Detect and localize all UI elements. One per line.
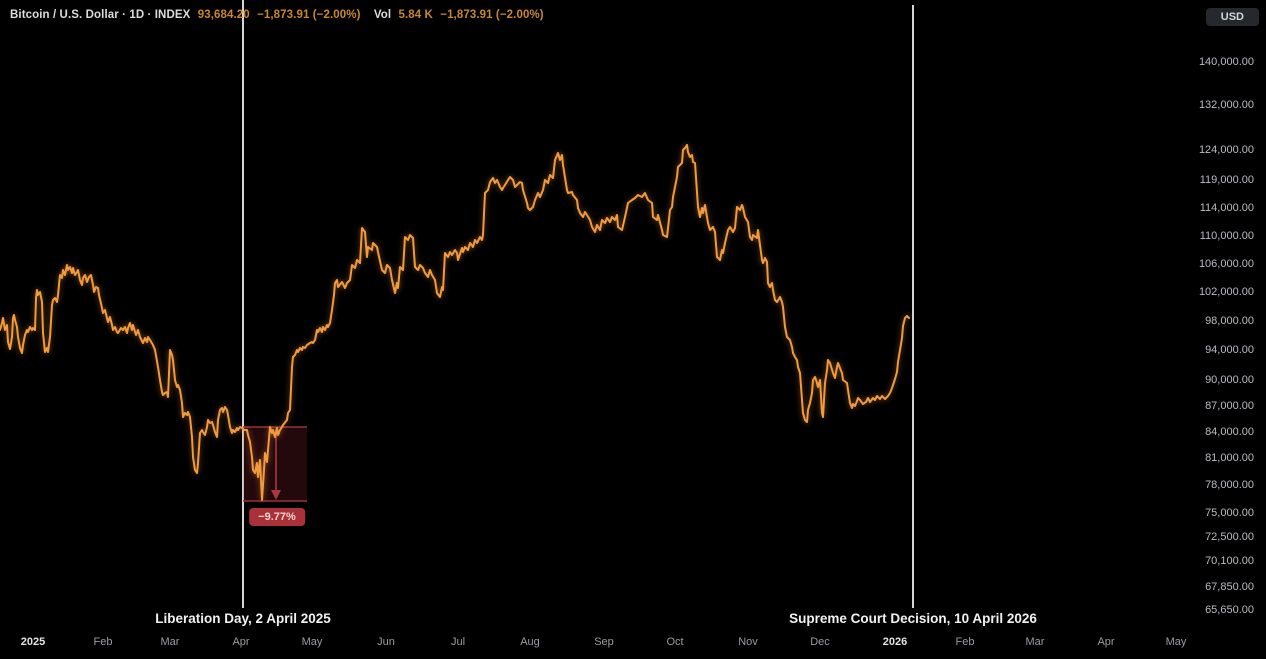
price-tick: 72,500.00 [1205,531,1254,543]
price-range-box[interactable] [243,427,307,501]
price-tick: 78,000.00 [1205,479,1254,491]
price-change: −1,873.91 (−2.00%) [257,9,361,21]
time-tick: May [1165,636,1187,648]
price-tick: 106,000.00 [1198,258,1254,270]
time-tick: Mar [160,636,180,648]
time-tick: Mar [1025,636,1045,648]
time-tick: Sep [594,636,614,648]
volume-label: Vol [373,9,392,21]
btc-price-line [0,144,910,501]
time-tick: Apr [232,636,250,648]
price-tick: 87,000.00 [1205,400,1254,412]
price-tick: 102,000.00 [1198,286,1254,298]
time-tick: Oct [666,636,684,648]
price-tick: 90,000.00 [1205,374,1254,386]
volume-value: 5.84 K [398,9,433,21]
currency-usd-button[interactable]: USD [1205,8,1259,26]
price-tick: 124,000.00 [1198,144,1254,156]
price-tick: 84,000.00 [1205,426,1254,438]
time-tick: 2025 [20,636,46,648]
price-range-arrowhead-icon [271,490,281,500]
time-axis[interactable]: 2025 Feb Mar Apr May Jun Jul Aug Sep Oct Nov Dec 202… [0,631,1266,659]
price-tick: 98,000.00 [1205,315,1254,327]
time-tick: Feb [955,636,975,648]
price-tick: 140,000.00 [1198,56,1254,68]
time-tick: 2026 [882,636,908,648]
price-tick: 75,000.00 [1205,507,1254,519]
chart-legend: Bitcoin / U.S. Dollar · 1D · INDEX 93,68… [10,9,548,21]
time-tick: Jun [377,636,395,648]
price-tick: 132,000.00 [1198,99,1254,111]
last-price: 93,684.20 [197,9,250,21]
symbol-title[interactable]: Bitcoin / U.S. Dollar · 1D · INDEX [10,9,191,21]
time-tick: Feb [93,636,113,648]
time-tick: May [301,636,323,648]
time-tick: Jul [450,636,466,648]
event-line-liberation-day[interactable] [242,0,244,608]
liberation-day-label[interactable]: Liberation Day, 2 April 2025 [155,611,331,626]
time-tick: Aug [520,636,540,648]
volume-change: −1,873.91 (−2.00%) [440,9,544,21]
price-tick: 110,000.00 [1199,230,1254,242]
time-tick: Apr [1097,636,1115,648]
time-tick: Nov [738,636,758,648]
time-tick: Dec [810,636,830,648]
price-tick: 119,000.00 [1199,174,1254,186]
price-tick: 81,000.00 [1205,452,1254,464]
drawdown-percent-badge[interactable]: −9.77% [249,508,305,526]
event-line-supreme-court[interactable] [912,5,914,608]
supreme-court-label[interactable]: Supreme Court Decision, 10 April 2026 [789,611,1037,626]
price-tick: 70,100.00 [1205,555,1254,567]
price-tick: 114,000.00 [1199,202,1254,214]
price-tick: 65,650.00 [1205,604,1254,616]
price-tick: 67,850.00 [1205,581,1254,593]
price-axis[interactable]: 140,000.00 132,000.00 124,000.00 119,000.00… [1186,0,1266,659]
price-tick: 94,000.00 [1205,344,1254,356]
